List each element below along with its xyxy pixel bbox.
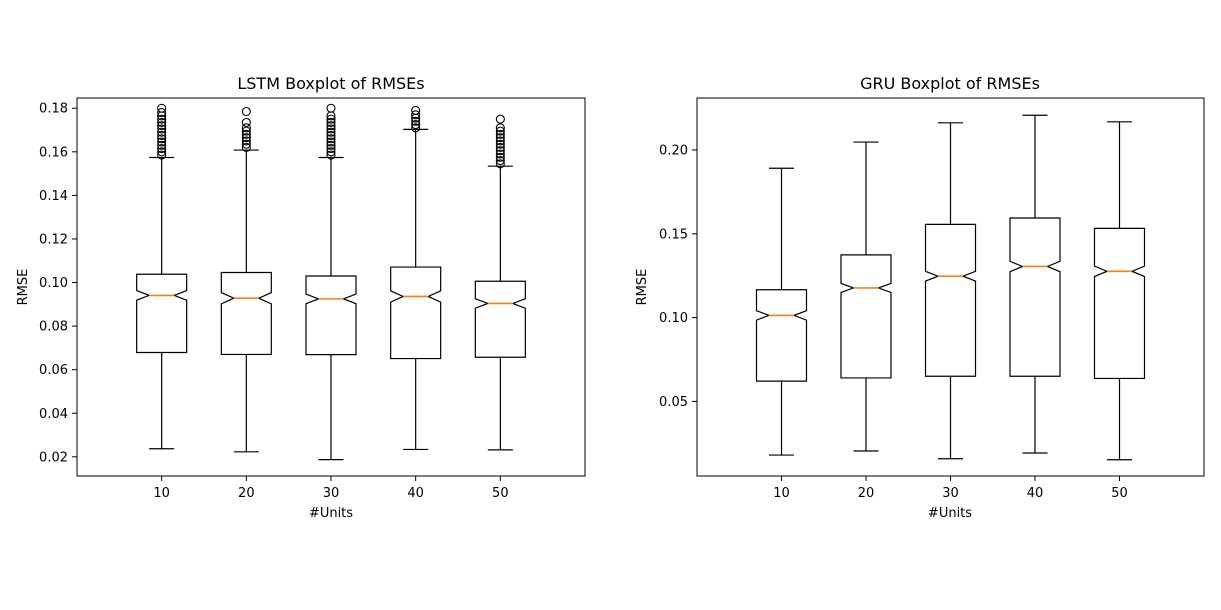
lstm-y-tick-label: 0.18: [39, 102, 68, 117]
gru-box-50: [1093, 227, 1146, 380]
lstm-outlier-point: [495, 139, 505, 149]
lstm-outlier-point: [157, 134, 167, 144]
lstm-y-tick-label: 0.04: [39, 407, 68, 422]
lstm-outlier-point: [326, 117, 336, 127]
gru-y-axis-label: RMSE: [635, 269, 650, 306]
lstm-x-tick-label: 30: [323, 486, 340, 501]
lstm-chart-title: LSTM Boxplot of RMSEs: [237, 74, 424, 93]
lstm-outlier-point: [157, 114, 167, 124]
lstm-outlier-point: [241, 123, 251, 133]
lstm-x-tick-label: 40: [407, 486, 424, 501]
lstm-outlier-point: [157, 140, 167, 150]
lstm-outlier-point: [495, 149, 505, 159]
lstm-outlier-point: [495, 133, 505, 143]
lstm-y-tick-label: 0.10: [39, 276, 68, 291]
lstm-outlier-point: [326, 114, 336, 124]
lstm-outlier-point: [157, 124, 167, 134]
lstm-outlier-point: [157, 117, 167, 127]
gru-x-tick-label: 50: [1111, 486, 1128, 501]
lstm-outlier-point: [241, 133, 251, 143]
lstm-outlier-point: [157, 121, 167, 131]
gru-y-tick-label: 0.05: [659, 395, 688, 410]
lstm-outlier-point: [411, 110, 421, 120]
lstm-outlier-point: [326, 124, 336, 134]
lstm-outlier-point: [495, 155, 505, 166]
gru-x-axis-label: #Units: [928, 506, 972, 521]
lstm-outlier-point: [411, 116, 421, 126]
lstm-outlier-point: [411, 105, 421, 115]
lstm-y-axis-label: RMSE: [16, 269, 31, 306]
lstm-x-tick-label: 20: [238, 486, 255, 501]
lstm-outlier-point: [326, 130, 336, 141]
lstm-outlier-point: [326, 143, 336, 154]
gru-y-tick-label: 0.15: [659, 227, 688, 242]
lstm-outlier-point: [241, 129, 251, 139]
gru-x-tick-label: 20: [858, 486, 875, 501]
lstm-outlier-point: [241, 106, 251, 117]
lstm-outlier-point: [495, 114, 505, 124]
lstm-outlier-point: [241, 139, 251, 149]
lstm-outlier-point: [241, 136, 251, 146]
lstm-boxplot-chart: LSTM Boxplot of RMSEs #Units RMSE 0.02 0.…: [16, 74, 586, 521]
lstm-y-tick-label: 0.14: [39, 189, 68, 204]
lstm-x-tick-label: 10: [153, 486, 170, 501]
lstm-outlier-point: [157, 147, 167, 157]
lstm-outlier-point: [157, 130, 167, 141]
lstm-outlier-point: [157, 150, 167, 160]
lstm-x-tick-label: 50: [492, 486, 509, 501]
lstm-outlier-point: [495, 159, 505, 169]
lstm-outlier-point: [241, 126, 251, 136]
lstm-x-axis-label: #Units: [309, 506, 353, 521]
lstm-outlier-point: [411, 123, 421, 133]
gru-y-tick-label: 0.20: [659, 143, 688, 158]
lstm-y-tick-label: 0.06: [39, 363, 68, 378]
lstm-outlier-point: [157, 143, 167, 154]
gru-box-10: [755, 289, 808, 382]
gru-x-tick-label: 30: [942, 486, 959, 501]
lstm-outlier-point: [495, 129, 505, 139]
lstm-box-30: [305, 275, 357, 356]
lstm-outlier-point: [157, 103, 167, 113]
gru-box-30: [924, 223, 977, 377]
gru-boxplot-chart: GRU Boxplot of RMSEs #Units RMSE 0.05 0.1…: [635, 74, 1205, 521]
lstm-outlier-point: [495, 146, 505, 156]
lstm-outlier-point: [326, 134, 336, 144]
lstm-box-20: [220, 271, 272, 356]
lstm-y-tick-label: 0.08: [39, 320, 68, 335]
lstm-outlier-point: [241, 142, 251, 153]
lstm-outlier-point: [326, 150, 336, 160]
lstm-outlier-point: [495, 123, 505, 133]
gru-box-20: [840, 254, 892, 379]
gru-x-tick-label: 10: [773, 486, 790, 501]
lstm-outlier-point: [495, 136, 505, 146]
lstm-outlier-point: [157, 127, 167, 137]
lstm-y-tick-label: 0.12: [39, 232, 68, 247]
lstm-outlier-point: [326, 103, 336, 113]
lstm-box-10: [136, 273, 188, 354]
lstm-outlier-point: [326, 121, 336, 131]
gru-y-tick-label: 0.10: [659, 311, 688, 326]
lstm-outlier-point: [495, 126, 505, 136]
lstm-outlier-point: [411, 120, 421, 130]
lstm-outlier-point: [157, 137, 167, 147]
lstm-outlier-point: [326, 140, 336, 150]
lstm-outlier-point: [495, 152, 505, 162]
lstm-outlier-point: [326, 147, 336, 157]
lstm-outlier-point: [326, 127, 336, 137]
gru-box-40: [1009, 217, 1061, 377]
lstm-y-tick-label: 0.02: [39, 450, 68, 465]
lstm-outlier-point: [241, 117, 251, 127]
lstm-y-tick-label: 0.16: [39, 145, 68, 160]
lstm-outlier-point: [157, 108, 167, 118]
lstm-box-40: [390, 266, 442, 360]
gru-x-tick-label: 40: [1027, 486, 1044, 501]
lstm-box-50: [474, 280, 526, 358]
gru-chart-title: GRU Boxplot of RMSEs: [860, 74, 1040, 93]
lstm-outlier-point: [495, 142, 505, 153]
lstm-outlier-point: [326, 137, 336, 147]
